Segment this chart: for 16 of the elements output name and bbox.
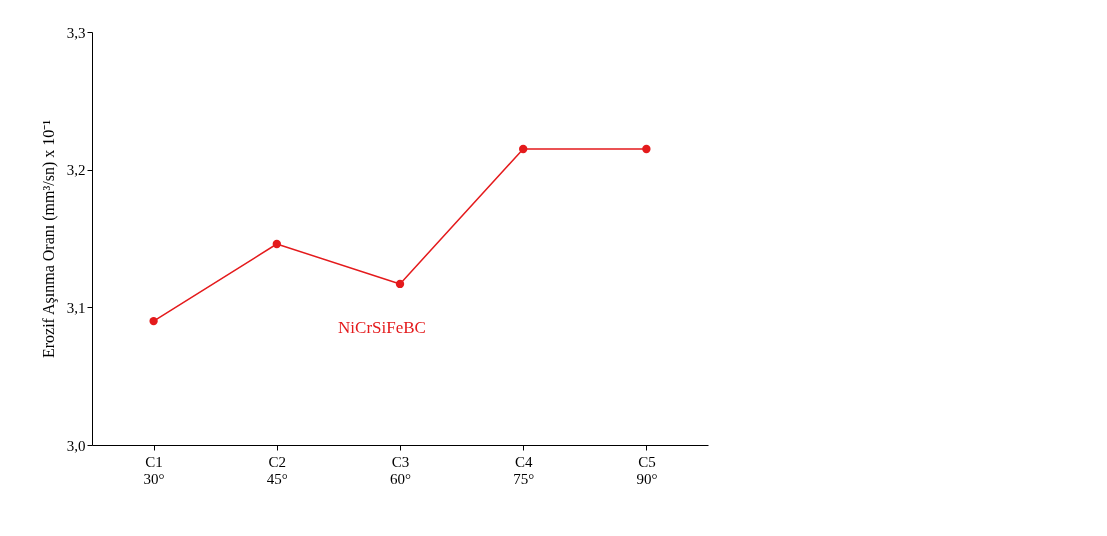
- point: [149, 316, 158, 326]
- point: [272, 239, 281, 249]
- point: [519, 144, 528, 154]
- y-tick-label: 3,1: [66, 299, 86, 316]
- point: [642, 144, 651, 154]
- x-tick-label: C5 90°: [636, 453, 658, 487]
- y-tick-label: 3,0: [66, 437, 86, 454]
- y-tick-label: 3,3: [66, 24, 86, 41]
- y-axis-title: Erozif Aşınma Oranı (mm³/sn) x 10⁻¹: [39, 119, 58, 359]
- text: NiCrSiFeBC: [338, 318, 426, 337]
- x-tick-label: C3 60°: [390, 453, 411, 487]
- x-tick-label: C1 30°: [143, 453, 165, 487]
- point: [395, 279, 405, 289]
- x-tick-label: C2 45°: [266, 453, 288, 487]
- x-tick-label: C4 75°: [513, 453, 535, 487]
- y-tick-label: 3,2: [66, 162, 86, 179]
